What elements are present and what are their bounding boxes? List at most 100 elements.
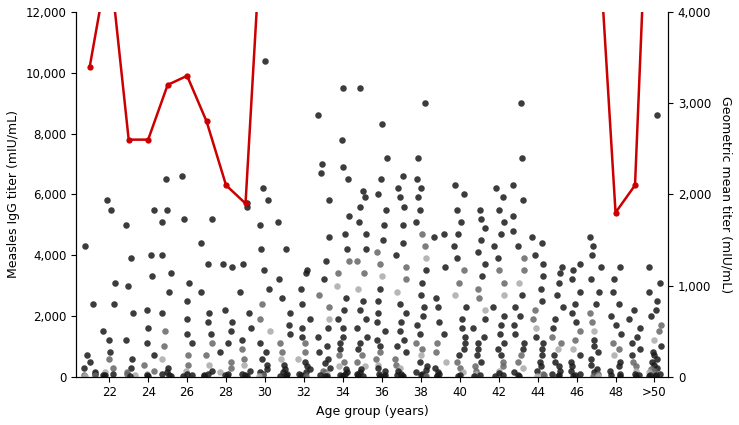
Point [431, 340, 443, 347]
Point [644, 264, 655, 271]
Point [531, 334, 542, 341]
Point [415, 291, 427, 298]
Point [508, 322, 520, 329]
Point [457, 191, 469, 198]
Point [650, 306, 662, 313]
Point [471, 352, 483, 359]
Point [357, 188, 369, 195]
Point [292, 355, 304, 362]
Point [417, 312, 429, 319]
Point [236, 337, 248, 344]
Point [352, 285, 364, 292]
Point [395, 194, 406, 201]
Point [497, 371, 509, 378]
Point [89, 372, 101, 379]
Point [302, 363, 313, 369]
Point [401, 309, 412, 316]
Point [438, 331, 450, 337]
Point [380, 206, 392, 213]
Point [106, 370, 118, 377]
Point [372, 191, 384, 198]
Point [163, 372, 174, 379]
Point [108, 300, 120, 307]
Point [181, 316, 193, 323]
Point [411, 322, 423, 329]
Point [515, 352, 527, 359]
Point [299, 340, 311, 347]
Point [475, 237, 487, 244]
Point [480, 224, 491, 231]
Point [254, 221, 266, 228]
Point [318, 276, 330, 283]
Point [420, 255, 432, 262]
Point [138, 361, 150, 368]
Point [146, 252, 157, 258]
Point [624, 316, 636, 323]
Point [565, 363, 577, 369]
Point [497, 194, 508, 201]
Point [360, 230, 372, 237]
Point [337, 373, 349, 380]
Point [547, 325, 559, 332]
Point [355, 366, 367, 373]
Point [334, 371, 346, 378]
Point [508, 182, 520, 189]
Point [392, 368, 404, 375]
Point [432, 303, 444, 310]
Point [354, 203, 366, 210]
Point [449, 182, 460, 189]
Point [338, 358, 350, 365]
Point [394, 365, 406, 372]
Point [626, 352, 638, 359]
Point [301, 267, 313, 274]
Point [514, 312, 526, 319]
Point [401, 264, 412, 271]
Point [574, 328, 586, 334]
Point [587, 319, 599, 326]
Point [414, 331, 426, 337]
Point [556, 303, 568, 310]
Point [304, 316, 316, 323]
Point [237, 261, 249, 268]
Point [574, 370, 586, 377]
Point [241, 203, 253, 210]
Point [257, 185, 269, 192]
Point [647, 349, 659, 356]
Point [416, 279, 428, 286]
Y-axis label: Geometric mean titer (mIU/mL): Geometric mean titer (mIU/mL) [719, 96, 732, 293]
Point [340, 366, 352, 373]
Point [433, 319, 445, 326]
Point [125, 255, 137, 262]
Point [181, 298, 193, 304]
Point [313, 291, 325, 298]
Point [397, 372, 409, 379]
Point [336, 372, 347, 379]
Point [433, 371, 445, 378]
Point [98, 372, 109, 379]
Point [198, 373, 210, 380]
Point [517, 346, 529, 353]
Point [353, 218, 365, 225]
Point [586, 252, 598, 258]
Point [494, 370, 505, 377]
Point [431, 372, 443, 379]
Point [321, 370, 333, 377]
Point [389, 355, 401, 362]
Point [222, 371, 234, 378]
Point [515, 100, 527, 107]
Point [477, 334, 489, 341]
Point [300, 373, 312, 380]
Point [526, 233, 538, 240]
Point [186, 340, 198, 347]
Point [451, 358, 463, 365]
Point [416, 370, 428, 377]
Point [295, 371, 307, 378]
Point [410, 218, 422, 225]
Point [452, 352, 464, 359]
Point [205, 331, 217, 337]
Point [378, 237, 389, 244]
Point [186, 372, 198, 379]
Point [149, 352, 160, 359]
Point [371, 249, 383, 255]
Point [279, 366, 291, 373]
